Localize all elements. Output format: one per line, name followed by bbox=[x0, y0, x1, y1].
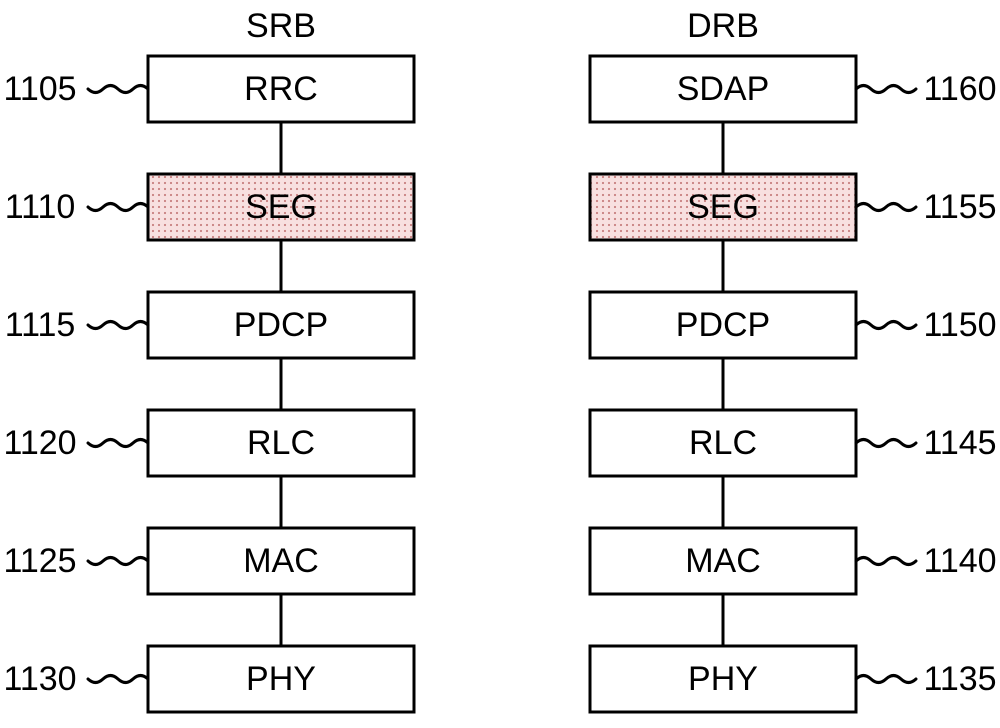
drb-mac-label: MAC bbox=[685, 542, 761, 580]
drb-sdap-refnum: 1160 bbox=[923, 70, 996, 108]
srb-mac-label: MAC bbox=[243, 542, 319, 580]
srb-rlc-label: RLC bbox=[247, 424, 315, 462]
srb-rrc-refnum: 1105 bbox=[3, 70, 76, 108]
srb-pdcp-label: PDCP bbox=[234, 306, 328, 344]
drb-seg-label: SEG bbox=[687, 188, 759, 226]
srb-pdcp-refnum: 1115 bbox=[5, 306, 76, 344]
drb-pdcp-label: PDCP bbox=[676, 306, 770, 344]
srb-seg-label: SEG bbox=[245, 188, 317, 226]
srb-phy-label: PHY bbox=[246, 660, 316, 698]
drb-title: DRB bbox=[687, 7, 759, 45]
srb-rlc-refnum: 1120 bbox=[3, 424, 76, 462]
srb-phy-refnum: 1130 bbox=[3, 660, 76, 698]
drb-sdap-label: SDAP bbox=[677, 70, 770, 108]
srb-rrc-label: RRC bbox=[244, 70, 318, 108]
drb-phy-label: PHY bbox=[688, 660, 758, 698]
srb-seg-refnum: 1110 bbox=[5, 188, 76, 226]
drb-pdcp-refnum: 1150 bbox=[923, 306, 996, 344]
protocol-stack-diagram: SRB RRC 1105 SEG 1110 PDCP 1115 RLC 1120 MAC 1125 P… bbox=[0, 0, 1000, 728]
drb-phy-refnum: 1135 bbox=[923, 660, 996, 698]
srb-mac-refnum: 1125 bbox=[3, 542, 76, 580]
drb-mac-refnum: 1140 bbox=[923, 542, 996, 580]
srb-title: SRB bbox=[246, 7, 316, 45]
drb-seg-refnum: 1155 bbox=[923, 188, 996, 226]
drb-rlc-refnum: 1145 bbox=[923, 424, 996, 462]
drb-rlc-label: RLC bbox=[689, 424, 757, 462]
